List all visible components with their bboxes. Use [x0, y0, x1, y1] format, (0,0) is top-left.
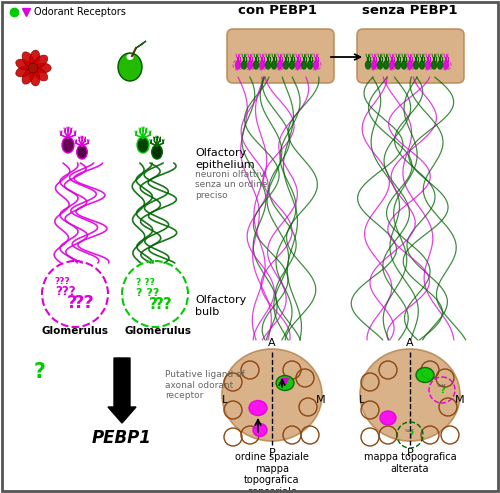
- Text: Putative ligand of
axonal odorant
receptor: Putative ligand of axonal odorant recept…: [165, 370, 245, 400]
- Text: ?: ?: [34, 362, 46, 382]
- Text: sur: sur: [405, 428, 415, 433]
- Ellipse shape: [380, 411, 396, 425]
- Ellipse shape: [126, 54, 134, 60]
- Text: Olfactory
epithelium: Olfactory epithelium: [195, 148, 254, 170]
- Ellipse shape: [253, 423, 267, 436]
- Text: P: P: [268, 448, 276, 458]
- Ellipse shape: [314, 61, 318, 69]
- Text: ???: ???: [54, 277, 70, 286]
- Text: M: M: [455, 395, 464, 405]
- Text: ordine spaziale
mappa
topografica
sensoriale: ordine spaziale mappa topografica sensor…: [235, 452, 309, 493]
- Ellipse shape: [396, 61, 400, 69]
- Ellipse shape: [408, 61, 412, 69]
- Ellipse shape: [420, 61, 424, 69]
- Ellipse shape: [30, 70, 40, 86]
- Ellipse shape: [384, 61, 388, 69]
- Ellipse shape: [266, 61, 270, 69]
- FancyBboxPatch shape: [227, 29, 334, 83]
- Text: A: A: [268, 338, 276, 348]
- Ellipse shape: [296, 61, 300, 69]
- Text: mappa topografica
alterata: mappa topografica alterata: [364, 452, 456, 474]
- Ellipse shape: [414, 61, 418, 69]
- Ellipse shape: [62, 137, 74, 153]
- Ellipse shape: [34, 55, 48, 68]
- Ellipse shape: [390, 61, 394, 69]
- Ellipse shape: [308, 61, 312, 69]
- Ellipse shape: [278, 61, 282, 69]
- Circle shape: [28, 63, 38, 73]
- Polygon shape: [136, 41, 146, 48]
- Ellipse shape: [284, 61, 288, 69]
- Text: L: L: [222, 395, 228, 405]
- Ellipse shape: [76, 145, 88, 159]
- Text: con PEBP1: con PEBP1: [238, 4, 318, 17]
- FancyArrow shape: [108, 358, 136, 423]
- Ellipse shape: [22, 69, 34, 84]
- Text: ?: ?: [439, 385, 446, 395]
- Text: Glomerulus: Glomerulus: [124, 326, 192, 336]
- Text: L: L: [359, 395, 365, 405]
- Text: ?: ?: [148, 297, 158, 312]
- Ellipse shape: [360, 349, 460, 441]
- Ellipse shape: [137, 137, 149, 153]
- Ellipse shape: [22, 52, 34, 67]
- Ellipse shape: [30, 50, 40, 67]
- Text: Glomerulus: Glomerulus: [42, 326, 108, 336]
- Ellipse shape: [438, 61, 442, 69]
- Ellipse shape: [118, 53, 142, 81]
- Ellipse shape: [16, 66, 32, 77]
- Text: M: M: [316, 395, 326, 405]
- Text: Olfactory
bulb: Olfactory bulb: [195, 295, 246, 317]
- Text: ? ??: ? ??: [136, 278, 154, 287]
- Ellipse shape: [34, 68, 48, 81]
- Text: ?: ?: [67, 294, 77, 312]
- Ellipse shape: [372, 61, 376, 69]
- Ellipse shape: [260, 61, 264, 69]
- Ellipse shape: [402, 61, 406, 69]
- Text: sur: sur: [437, 383, 447, 388]
- Ellipse shape: [254, 61, 258, 69]
- Ellipse shape: [242, 61, 246, 69]
- Ellipse shape: [16, 59, 32, 70]
- FancyBboxPatch shape: [357, 29, 464, 83]
- Ellipse shape: [236, 61, 240, 69]
- Ellipse shape: [366, 61, 370, 69]
- Text: A: A: [406, 338, 414, 348]
- Ellipse shape: [152, 145, 162, 159]
- Text: ??: ??: [155, 297, 173, 312]
- Ellipse shape: [302, 61, 306, 69]
- Text: PEBP1: PEBP1: [92, 429, 152, 447]
- Ellipse shape: [290, 61, 294, 69]
- Text: ? ??: ? ??: [136, 288, 160, 298]
- Ellipse shape: [444, 61, 448, 69]
- Ellipse shape: [432, 61, 436, 69]
- Text: P: P: [406, 448, 414, 458]
- Ellipse shape: [272, 61, 276, 69]
- Text: ???: ???: [54, 285, 76, 298]
- Ellipse shape: [426, 61, 430, 69]
- Ellipse shape: [34, 63, 51, 73]
- Ellipse shape: [416, 367, 434, 383]
- Ellipse shape: [222, 349, 322, 441]
- Text: ??: ??: [74, 294, 94, 312]
- Ellipse shape: [276, 376, 294, 390]
- Text: ?: ?: [407, 430, 413, 440]
- Text: senza PEBP1: senza PEBP1: [362, 4, 458, 17]
- Text: neuroni olfattivi
senza un ordine
preciso: neuroni olfattivi senza un ordine precis…: [195, 170, 268, 200]
- Ellipse shape: [249, 400, 267, 416]
- Text: Odorant Receptors: Odorant Receptors: [34, 7, 126, 17]
- Ellipse shape: [378, 61, 382, 69]
- Ellipse shape: [248, 61, 252, 69]
